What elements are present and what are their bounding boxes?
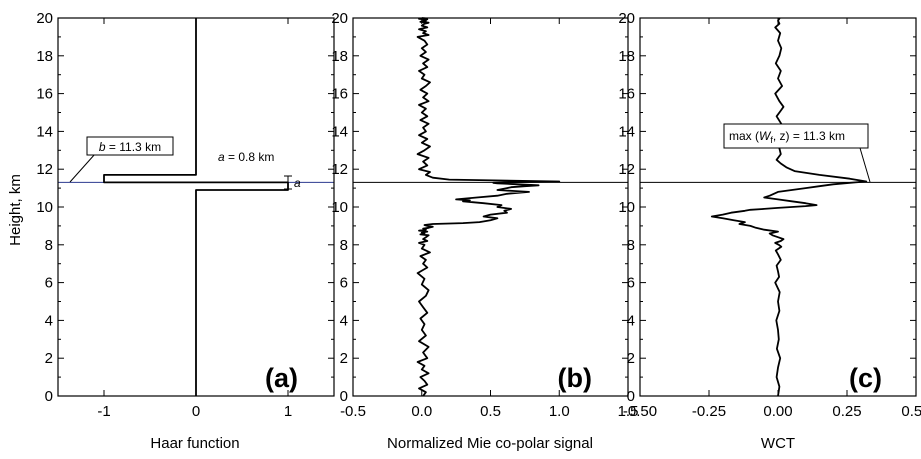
panel-label-c: (c) <box>849 363 882 393</box>
plot-area-wct: 0 2 4 6 8 10 12 14 16 18 20 -0.50 -0.25 0.00 0.25 0.50 <box>618 10 921 420</box>
haar-ytick-label: 20 <box>36 10 53 27</box>
mie-xtick-label: 0.0 <box>411 403 432 420</box>
wct-xtick-label: 0.50 <box>901 403 921 420</box>
annotation-max-p1: W <box>759 129 772 143</box>
wct-xtick-label: 0.25 <box>832 403 861 420</box>
annotation-b-rest: = 11.3 km <box>106 140 161 154</box>
panel-label-a: (a) <box>265 363 298 393</box>
wct-ytick-label: 10 <box>618 199 635 216</box>
haar-xtick-label: -1 <box>97 403 110 420</box>
annotation-a-text: a = 0.8 km <box>218 150 274 164</box>
mie-ytick-label: 16 <box>331 86 348 103</box>
haar-ytick-label: 8 <box>45 237 53 254</box>
mie-ytick-label: 6 <box>340 275 348 292</box>
panel-a: Height, km 0 2 4 6 8 10 12 14 16 18 20 -1 0 1 Haar fu… <box>7 10 335 452</box>
mie-ytick-label: 4 <box>340 312 348 329</box>
annotation-max-p2: f <box>770 135 773 145</box>
panel-label-b: (b) <box>558 363 592 393</box>
mie-ytick-label: 0 <box>340 388 348 405</box>
annotation-b-leader <box>69 153 96 183</box>
x-axis-title-wct: WCT <box>761 435 795 452</box>
x-axis-title-mie: Normalized Mie co-polar signal <box>387 435 593 452</box>
haar-ytick-label: 4 <box>45 312 53 329</box>
mie-xtick-label: 1.0 <box>549 403 570 420</box>
mie-ytick-label: 20 <box>331 10 348 27</box>
mie-ytick-label: 12 <box>331 161 348 178</box>
mie-ytick-label: 10 <box>331 199 348 216</box>
annotation-a-symbol: a <box>218 150 225 164</box>
annotation-b-text: b = 11.3 km <box>99 140 161 154</box>
haar-series-line <box>103 18 289 396</box>
mie-ytick-label: 8 <box>340 237 348 254</box>
wct-ytick-label: 16 <box>618 86 635 103</box>
wct-xtick-label: -0.50 <box>623 403 657 420</box>
panel-c: 02468101214161820-0.50-0.250.000.250.50 … <box>618 10 921 452</box>
haar-ytick-label: 18 <box>36 48 53 65</box>
haar-ytick-label: 14 <box>36 123 53 140</box>
annotation-a-small: a <box>294 176 301 190</box>
wct-ytick-label: 14 <box>618 123 635 140</box>
annotation-max: max (Wf, z) = 11.3 km <box>723 123 871 183</box>
wct-ytick-label: 6 <box>627 275 635 292</box>
wct-ytick-label: 8 <box>627 237 635 254</box>
mie-ytick-label: 18 <box>331 48 348 65</box>
haar-ytick-label: 12 <box>36 161 53 178</box>
annotation-max-leader <box>859 147 871 183</box>
y-axis-title: Height, km <box>7 174 24 246</box>
annotation-b-box <box>86 136 174 156</box>
mie-axes-frame <box>352 17 629 397</box>
annotation-max-box <box>723 123 869 149</box>
mie-xtick-label: 0.5 <box>480 403 501 420</box>
haar-ytick-label: 10 <box>36 199 53 216</box>
mie-series-line <box>416 17 561 397</box>
wct-ytick-label: 4 <box>627 312 635 329</box>
annotation-max-p3: , z) = 11.3 km <box>773 129 845 143</box>
annotation-max-p0: max ( <box>729 129 759 143</box>
wct-xtick-label: -0.25 <box>692 403 726 420</box>
haar-ytick-label: 0 <box>45 388 53 405</box>
annotation-b-value: b = 11.3 km <box>69 136 174 183</box>
haar-xtick-label: 0 <box>192 403 200 420</box>
mie-xtick-label: -0.5 <box>340 403 366 420</box>
wct-series-line <box>710 17 868 397</box>
haar-ytick-label: 16 <box>36 86 53 103</box>
plot-area-haar: 0 2 4 6 8 10 12 14 16 18 20 -1 0 1 <box>36 10 335 420</box>
annotation-max-text: max (Wf, z) = 11.3 km <box>729 129 845 145</box>
x-axis-title-haar: Haar function <box>150 435 239 452</box>
wct-ytick-label: 12 <box>618 161 635 178</box>
haar-ytick-label: 6 <box>45 275 53 292</box>
wct-ytick-label: 0 <box>627 388 635 405</box>
wct-ytick-label: 20 <box>618 10 635 27</box>
haar-ytick-label: 2 <box>45 350 53 367</box>
haar-xtick-label: 1 <box>284 403 292 420</box>
annotation-b-symbol: b <box>99 140 106 154</box>
wct-ytick-label: 2 <box>627 350 635 367</box>
mie-ytick-label: 2 <box>340 350 348 367</box>
wct-xtick-label: 0.00 <box>763 403 792 420</box>
mie-xtick-label: 1.5 <box>618 403 639 420</box>
mie-ytick-label: 14 <box>331 123 348 140</box>
annotation-a-bracket: a <box>284 175 301 190</box>
annotation-a-rest: = 0.8 km <box>225 150 275 164</box>
wct-ytick-label: 18 <box>618 48 635 65</box>
